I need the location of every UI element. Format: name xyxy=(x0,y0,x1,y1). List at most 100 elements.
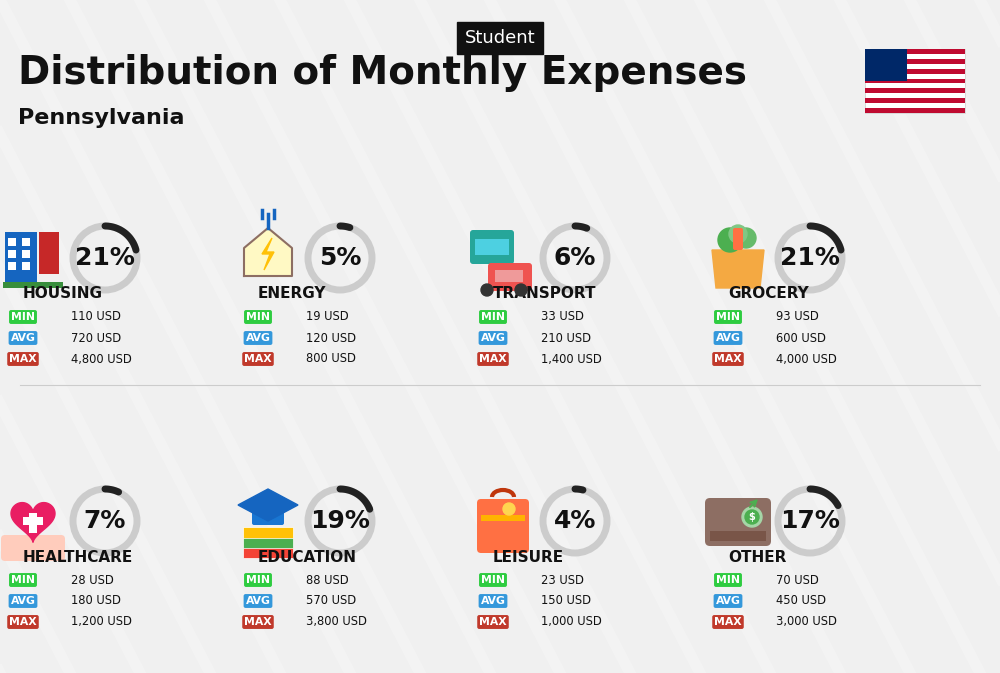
Text: 720 USD: 720 USD xyxy=(71,332,121,345)
Text: 5%: 5% xyxy=(319,246,361,270)
Text: MAX: MAX xyxy=(9,354,37,364)
Text: 17%: 17% xyxy=(780,509,840,533)
Circle shape xyxy=(736,228,756,248)
Text: MIN: MIN xyxy=(246,575,270,585)
FancyBboxPatch shape xyxy=(865,98,965,103)
Text: OTHER: OTHER xyxy=(728,549,786,565)
FancyBboxPatch shape xyxy=(5,232,37,284)
Text: 4%: 4% xyxy=(554,509,596,533)
Text: MIN: MIN xyxy=(481,575,505,585)
FancyBboxPatch shape xyxy=(488,263,532,291)
Text: 1,200 USD: 1,200 USD xyxy=(71,616,132,629)
FancyBboxPatch shape xyxy=(243,527,293,538)
Circle shape xyxy=(729,225,747,243)
FancyBboxPatch shape xyxy=(22,238,30,246)
FancyBboxPatch shape xyxy=(1,535,65,561)
Polygon shape xyxy=(238,489,298,521)
Text: MAX: MAX xyxy=(479,617,507,627)
Text: $: $ xyxy=(749,512,755,522)
FancyBboxPatch shape xyxy=(865,69,965,73)
Text: 600 USD: 600 USD xyxy=(776,332,826,345)
Circle shape xyxy=(718,228,742,252)
FancyBboxPatch shape xyxy=(865,49,965,54)
FancyBboxPatch shape xyxy=(865,49,965,113)
FancyBboxPatch shape xyxy=(477,499,529,553)
FancyBboxPatch shape xyxy=(29,513,37,533)
Text: 19%: 19% xyxy=(310,509,370,533)
Text: ENERGY: ENERGY xyxy=(258,287,326,302)
Text: 1,400 USD: 1,400 USD xyxy=(541,353,602,365)
Text: 70 USD: 70 USD xyxy=(776,573,819,586)
Text: 21%: 21% xyxy=(75,246,135,270)
Polygon shape xyxy=(244,228,292,276)
Text: AVG: AVG xyxy=(11,333,35,343)
FancyBboxPatch shape xyxy=(8,250,16,258)
FancyBboxPatch shape xyxy=(481,515,525,521)
FancyBboxPatch shape xyxy=(705,498,771,546)
Text: 800 USD: 800 USD xyxy=(306,353,356,365)
FancyBboxPatch shape xyxy=(39,232,59,274)
Text: MAX: MAX xyxy=(714,354,742,364)
Text: 33 USD: 33 USD xyxy=(541,310,584,324)
Text: 23 USD: 23 USD xyxy=(541,573,584,586)
Text: HOUSING: HOUSING xyxy=(23,287,103,302)
Circle shape xyxy=(503,503,515,515)
FancyBboxPatch shape xyxy=(865,59,965,64)
Circle shape xyxy=(481,284,493,296)
Text: 93 USD: 93 USD xyxy=(776,310,819,324)
FancyBboxPatch shape xyxy=(22,262,30,270)
Text: Distribution of Monthly Expenses: Distribution of Monthly Expenses xyxy=(18,54,747,92)
Text: GROCERY: GROCERY xyxy=(728,287,809,302)
FancyBboxPatch shape xyxy=(865,49,907,81)
Text: HEALTHCARE: HEALTHCARE xyxy=(23,549,133,565)
Polygon shape xyxy=(11,503,55,542)
Polygon shape xyxy=(712,250,764,288)
FancyBboxPatch shape xyxy=(710,531,766,541)
FancyBboxPatch shape xyxy=(475,239,509,255)
Text: 570 USD: 570 USD xyxy=(306,594,356,608)
Text: 4,800 USD: 4,800 USD xyxy=(71,353,132,365)
Text: MAX: MAX xyxy=(714,617,742,627)
FancyBboxPatch shape xyxy=(3,282,63,288)
Text: AVG: AVG xyxy=(246,333,270,343)
Text: Pennsylvania: Pennsylvania xyxy=(18,108,184,128)
Text: MIN: MIN xyxy=(246,312,270,322)
Text: MIN: MIN xyxy=(11,312,35,322)
Text: 6%: 6% xyxy=(554,246,596,270)
Text: 110 USD: 110 USD xyxy=(71,310,121,324)
FancyBboxPatch shape xyxy=(470,230,514,264)
Text: 210 USD: 210 USD xyxy=(541,332,591,345)
FancyBboxPatch shape xyxy=(8,238,16,246)
Text: AVG: AVG xyxy=(246,596,270,606)
Text: LEISURE: LEISURE xyxy=(493,549,564,565)
Text: AVG: AVG xyxy=(481,596,505,606)
Text: 4,000 USD: 4,000 USD xyxy=(776,353,837,365)
FancyBboxPatch shape xyxy=(495,270,523,282)
Text: 28 USD: 28 USD xyxy=(71,573,114,586)
Text: 1,000 USD: 1,000 USD xyxy=(541,616,602,629)
FancyBboxPatch shape xyxy=(22,250,30,258)
Text: 120 USD: 120 USD xyxy=(306,332,356,345)
Text: MIN: MIN xyxy=(11,575,35,585)
Text: MAX: MAX xyxy=(9,617,37,627)
FancyBboxPatch shape xyxy=(733,228,743,250)
Text: MAX: MAX xyxy=(244,617,272,627)
Text: AVG: AVG xyxy=(716,596,740,606)
Text: 150 USD: 150 USD xyxy=(541,594,591,608)
Text: TRANSPORT: TRANSPORT xyxy=(493,287,596,302)
Text: 450 USD: 450 USD xyxy=(776,594,826,608)
Text: Student: Student xyxy=(465,29,535,47)
Circle shape xyxy=(742,507,762,527)
Circle shape xyxy=(515,284,527,296)
Text: 3,800 USD: 3,800 USD xyxy=(306,616,367,629)
Text: EDUCATION: EDUCATION xyxy=(258,549,357,565)
Text: 19 USD: 19 USD xyxy=(306,310,349,324)
Text: 3,000 USD: 3,000 USD xyxy=(776,616,837,629)
Text: 21%: 21% xyxy=(780,246,840,270)
Text: 7%: 7% xyxy=(84,509,126,533)
Text: AVG: AVG xyxy=(11,596,35,606)
Text: MAX: MAX xyxy=(479,354,507,364)
Text: AVG: AVG xyxy=(481,333,505,343)
Text: MAX: MAX xyxy=(244,354,272,364)
FancyBboxPatch shape xyxy=(865,88,965,94)
